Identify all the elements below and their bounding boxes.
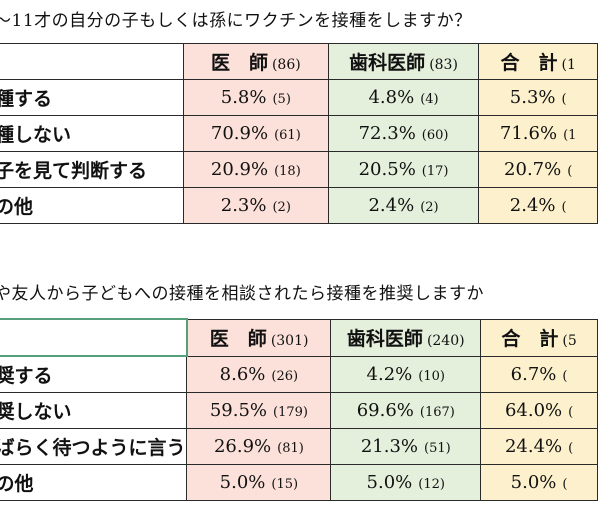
- question-2-heading: や友人から子どもへの接種を相談されたら接種を推奨しますか: [0, 284, 484, 304]
- table-row: の他 2.3%(2) 2.4%(2) 2.4%(: [0, 187, 598, 224]
- header-label: 合 計: [501, 328, 559, 350]
- table-row: の他 5.0%(15) 5.0%(12) 5.0%(: [0, 464, 598, 501]
- cell-total: 2.4%(: [478, 187, 598, 224]
- cell-total: 64.0%(: [480, 392, 598, 429]
- cell-doctor: 2.3% (2): [182, 187, 329, 224]
- cell-dentist: 21.3% (51): [330, 428, 482, 465]
- table-header-row: 医 師 (86) 歯科医師 (83) 合 計 (1: [0, 43, 598, 80]
- header-label: 医 師: [209, 328, 267, 350]
- cell-total: 71.6% (1: [478, 115, 598, 152]
- cell-dentist: 4.8% (4): [327, 79, 480, 116]
- table-row: 種する 5.8% (5) 4.8% (4) 5.3%(: [0, 79, 598, 116]
- header-count: (83): [429, 57, 458, 73]
- cell-dentist: 5.0% (12): [330, 464, 482, 501]
- header-total: 合 計 (5: [480, 318, 598, 357]
- row-label: ばらく待つように言う: [0, 428, 188, 465]
- header-count: (5: [562, 333, 577, 349]
- row-label: の他: [0, 187, 184, 224]
- cell-total: 20.7%(: [478, 151, 598, 188]
- header-count: (1: [561, 57, 576, 73]
- cell-doctor: 20.9% (18): [182, 151, 329, 188]
- row-label: 奨しない: [0, 392, 188, 429]
- row-label: 種する: [0, 79, 184, 116]
- header-count: (240): [426, 333, 465, 349]
- cell-doctor: 8.6% (26): [186, 355, 332, 393]
- header-dentist: 歯科医師 (240): [330, 318, 482, 357]
- header-doctor: 医 師 (86): [182, 43, 329, 80]
- header-dentist: 歯科医師 (83): [327, 43, 480, 80]
- table-row: 種しない 70.9% (61) 72.3% (60) 71.6% (1: [0, 115, 598, 152]
- cell-total: 24.4%(: [480, 428, 598, 465]
- table-row: 奨しない 59.5% (179) 69.6% (167) 64.0%(: [0, 392, 598, 429]
- header-blank-cell: [0, 318, 188, 357]
- cell-total: 5.3%(: [478, 79, 598, 116]
- cell-doctor: 5.0% (15): [186, 464, 332, 501]
- header-label: 歯科医師: [349, 52, 426, 74]
- table-header-row: 医 師 (301) 歯科医師 (240) 合 計 (5: [0, 318, 598, 357]
- header-total: 合 計 (1: [478, 43, 598, 80]
- header-blank-cell: [0, 43, 184, 80]
- cell-doctor: 59.5% (179): [186, 392, 332, 429]
- table-row: ばらく待つように言う 26.9% (81) 21.3% (51) 24.4%(: [0, 428, 598, 465]
- survey-table-1: 医 師 (86) 歯科医師 (83) 合 計 (1 種する 5.8% (5) 4.8%(…: [0, 43, 598, 224]
- cell-doctor: 26.9% (81): [186, 428, 332, 465]
- cell-dentist: 4.2% (10): [330, 355, 482, 393]
- cell-doctor: 70.9% (61): [182, 115, 329, 152]
- cell-dentist: 72.3% (60): [327, 115, 480, 152]
- cell-dentist: 20.5% (17): [327, 151, 480, 188]
- row-label: 子を見て判断する: [0, 151, 184, 188]
- row-label: 種しない: [0, 115, 184, 152]
- cell-doctor: 5.8% (5): [182, 79, 329, 116]
- header-count: (86): [271, 57, 301, 73]
- survey-table-2: 医 師 (301) 歯科医師 (240) 合 計 (5 奨する 8.6% (26) 4.…: [0, 318, 598, 501]
- table-row: 子を見て判断する 20.9% (18) 20.5% (17) 20.7%(: [0, 151, 598, 188]
- header-doctor: 医 師 (301): [186, 318, 332, 357]
- table-row: 奨する 8.6% (26) 4.2% (10) 6.7%(: [0, 355, 598, 393]
- header-label: 医 師: [210, 52, 268, 74]
- question-1-heading: ～11才の自分の子もしくは孫にワクチンを接種をしますか？: [0, 11, 472, 31]
- header-label: 歯科医師: [346, 328, 423, 350]
- header-count: (301): [270, 333, 309, 349]
- cell-total: 5.0%(: [480, 464, 598, 501]
- row-label: 奨する: [0, 355, 188, 393]
- header-label: 合 計: [500, 52, 558, 74]
- cell-dentist: 69.6% (167): [330, 392, 482, 429]
- cell-dentist: 2.4% (2): [327, 187, 480, 224]
- row-label: の他: [0, 464, 188, 501]
- cell-total: 6.7%(: [480, 355, 598, 393]
